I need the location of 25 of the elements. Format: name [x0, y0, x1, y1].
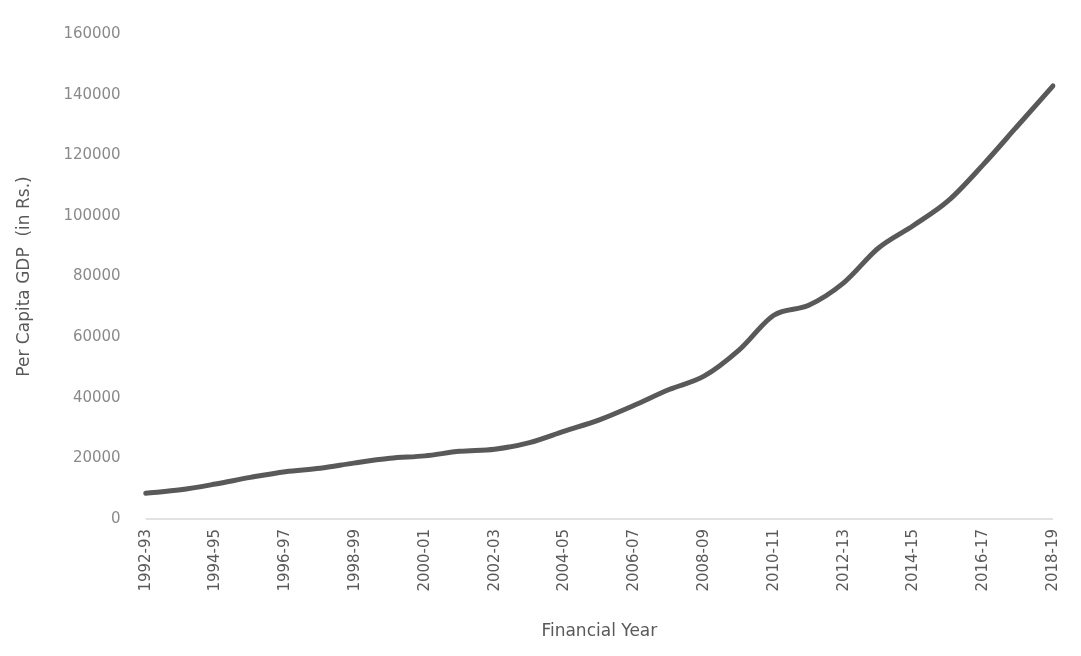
x-tick-label: 2006-07: [624, 528, 643, 592]
y-tick-label: 160000: [63, 23, 121, 42]
y-tick-label: 80000: [72, 266, 121, 285]
x-tick-label: 1994-95: [205, 528, 224, 592]
x-tick-label: 2018-19: [1042, 528, 1061, 592]
x-tick-label: 2000-01: [414, 528, 433, 592]
x-tick-label: 2016-17: [973, 528, 992, 592]
y-tick-label: 40000: [72, 387, 121, 406]
y-tick-label: 60000: [72, 326, 121, 345]
x-tick-label: 1998-99: [344, 528, 363, 592]
x-tick-label: 2014-15: [903, 528, 922, 592]
x-tick-label: 2002-03: [484, 528, 503, 592]
y-tick-label: 140000: [63, 84, 121, 103]
y-tick-label: 100000: [63, 205, 121, 224]
x-tick-label: 1996-97: [275, 528, 294, 592]
x-tick-label: 2004-05: [554, 528, 573, 592]
x-tick-label: 2008-09: [693, 528, 712, 592]
x-tick-label: 1992-93: [135, 528, 154, 592]
y-tick-label: 0: [111, 508, 121, 527]
y-tick-label: 20000: [72, 448, 121, 467]
x-tick-label: 2012-13: [833, 528, 852, 592]
y-tick-label: 120000: [63, 145, 121, 164]
x-axis-title: Financial Year: [541, 620, 658, 641]
y-axis-title: Per Capita GDP (in Rs.): [12, 176, 33, 377]
x-tick-label: 2010-11: [763, 528, 782, 592]
